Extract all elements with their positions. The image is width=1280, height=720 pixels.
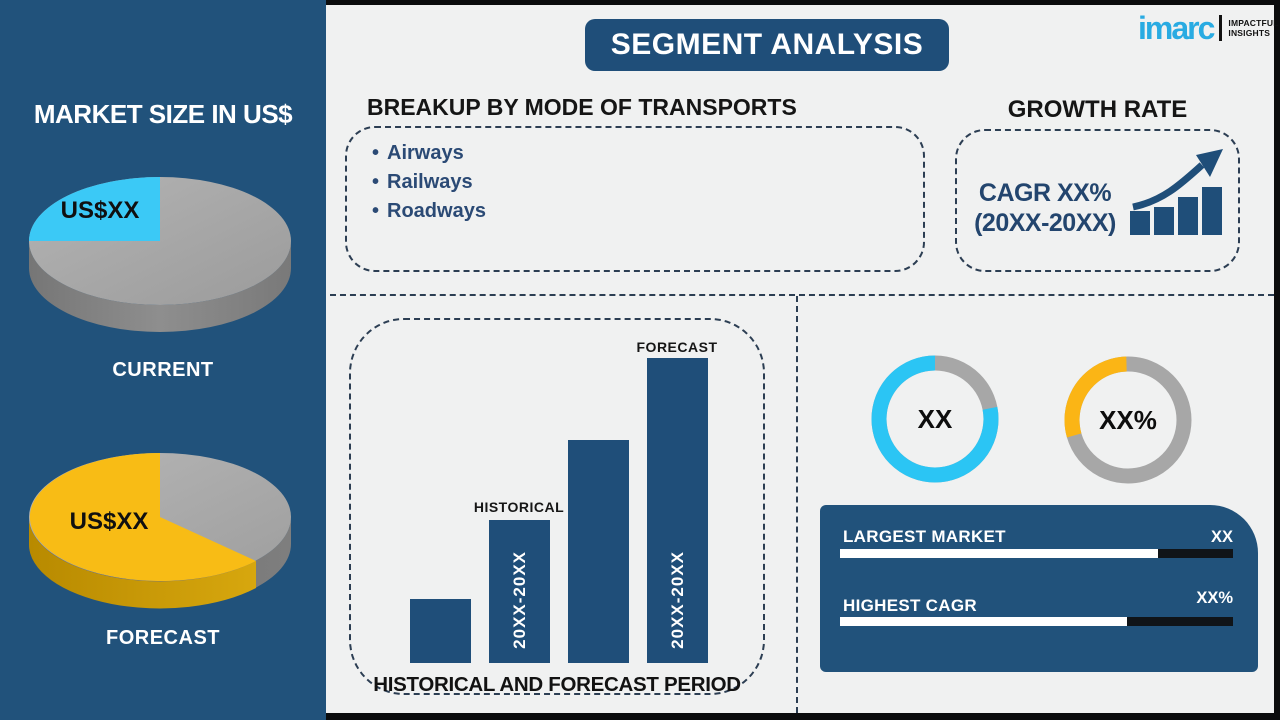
progress-fill: [840, 549, 1159, 558]
transports-box: [345, 126, 925, 272]
transports-list: • Airways • Railways • Roadways: [372, 139, 486, 226]
bar-historical: 20XX-20XX: [489, 520, 550, 663]
largest-market-label: LARGEST MARKET: [843, 527, 1006, 546]
bullet-icon: •: [372, 171, 380, 193]
transport-label: Airways: [387, 142, 464, 164]
transport-label: Roadways: [387, 200, 486, 222]
period-chart-box: [349, 318, 765, 695]
historical-bar-label: HISTORICAL: [473, 499, 565, 515]
donut-highlight-arc: [1064, 356, 1192, 484]
frame-right-edge: [1274, 0, 1280, 720]
historical-period-label: 20XX-20XX: [509, 551, 529, 649]
progress-fill: [840, 617, 1127, 626]
imarc-logo: imarc IMPACTFUL INSIGHTS: [1138, 12, 1279, 44]
bar-period-3: [568, 440, 629, 663]
growth-rate-box: [955, 129, 1240, 272]
current-pie-chart: US$XX: [29, 177, 291, 332]
forecast-bar-label: FORECAST: [636, 339, 718, 355]
forecast-pie-chart: US$XX: [28, 453, 291, 609]
forecast-caption: FORECAST: [106, 627, 220, 649]
largest-market-value: XX: [1210, 528, 1233, 546]
forecast-pie-value-label: US$XX: [70, 508, 149, 535]
logo-tagline: IMPACTFUL INSIGHTS: [1228, 18, 1278, 38]
current-pie-value-label: US$XX: [61, 197, 140, 224]
logo-divider: [1219, 15, 1223, 41]
current-pie-highlight-slice: [29, 177, 160, 241]
bar-chart-caption: HISTORICAL AND FORECAST PERIOD: [373, 673, 741, 696]
frame-top-edge: [326, 0, 1280, 5]
logo-tagline-line1: IMPACTFUL: [1228, 17, 1279, 28]
list-item-railways: • Railways: [372, 168, 486, 197]
list-item-airways: • Airways: [372, 139, 486, 168]
market-size-heading: MARKET SIZE IN US$: [33, 99, 293, 129]
cagr-period: (20XX-20XX): [974, 209, 1116, 237]
donut-highlight-arc: [871, 355, 999, 483]
forecast-period-label: 20XX-20XX: [667, 551, 687, 649]
highest-cagr-donut: [1064, 356, 1192, 484]
highest-cagr-progress: [840, 617, 1233, 626]
donut-value-xx-pct: XX%: [1099, 405, 1157, 435]
logo-tagline-line2: INSIGHTS: [1228, 28, 1271, 38]
imarc-brand-text: imarc: [1138, 10, 1215, 46]
growth-bars-arrow-icon: [1130, 149, 1223, 235]
bullet-icon: •: [372, 142, 380, 164]
highest-cagr-value: XX%: [1196, 589, 1233, 607]
vertical-dashed-divider: [796, 296, 798, 713]
growth-rate-heading: GROWTH RATE: [1007, 96, 1188, 123]
bullet-icon: •: [372, 200, 380, 222]
largest-market-progress: [840, 549, 1233, 558]
frame-bottom-edge: [326, 713, 1280, 720]
list-item-roadways: • Roadways: [372, 197, 486, 226]
cagr-text: CAGR XX% (20XX-20XX): [965, 178, 1125, 238]
forecast-pie-side-yellow: [28, 517, 256, 609]
transport-label: Railways: [387, 171, 473, 193]
largest-market-donut: [871, 355, 999, 483]
horizontal-dashed-divider: [330, 294, 1274, 296]
bar-forecast: 20XX-20XX: [647, 358, 708, 663]
metrics-panel: LARGEST MARKET XX HIGHEST CAGR XX%: [820, 505, 1258, 672]
forecast-pie-highlight-slice: [29, 453, 257, 581]
transports-heading: BREAKUP BY MODE OF TRANSPORTS: [367, 94, 797, 120]
highest-cagr-label: HIGHEST CAGR: [843, 596, 977, 615]
bar-period-1: [410, 599, 471, 663]
page-title: SEGMENT ANALYSIS: [610, 28, 924, 61]
cagr-value: CAGR XX%: [978, 179, 1112, 207]
current-caption: CURRENT: [112, 359, 214, 381]
current-pie-side: [29, 241, 291, 332]
donut-value-xx: XX: [917, 404, 953, 434]
title-banner: SEGMENT ANALYSIS: [585, 19, 949, 71]
